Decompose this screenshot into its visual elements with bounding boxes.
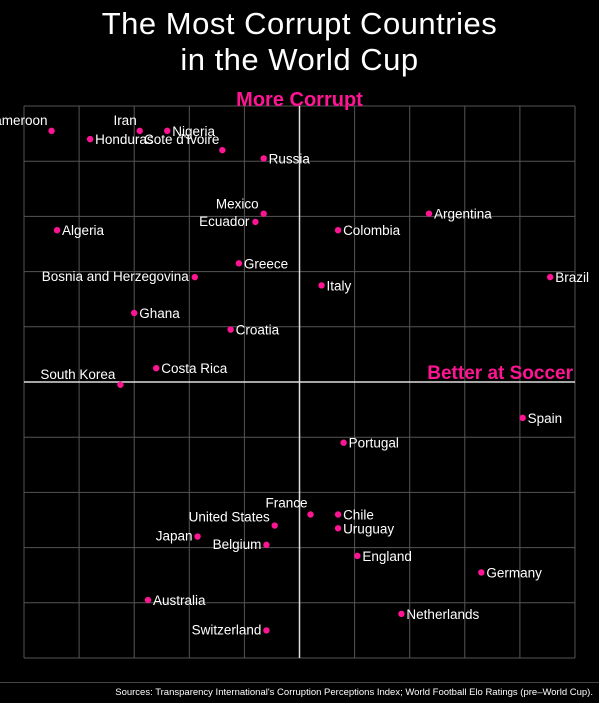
point-label: Russia [269,151,311,166]
data-point [340,439,347,446]
data-point [398,610,405,618]
point-label: Belgium [213,537,262,552]
data-point [260,210,267,217]
point-label: Croatia [236,323,280,338]
point-label: Ecuador [199,214,250,229]
point-label: Uruguay [343,521,394,536]
data-point [260,155,267,162]
point-label: Cote d'Ivoire [144,132,219,147]
point-label: Honduras [95,132,154,147]
data-point [144,596,152,604]
data-point [86,135,94,143]
data-point [263,627,270,634]
data-point [334,227,342,234]
data-point [318,282,325,289]
data-point [153,365,160,372]
data-point [478,569,485,576]
data-point [334,511,342,518]
source-note: Sources: Transparency International's Co… [115,687,593,698]
point-label: Brazil [555,270,589,285]
data-point [263,541,270,549]
data-point [271,522,278,529]
chart-title: The Most Corrupt Countries in the World … [0,6,599,78]
data-point [425,210,433,217]
point-label: Algeria [62,223,105,238]
point-label: England [362,549,412,564]
point-label: Colombia [343,223,401,238]
point-label: France [265,495,307,510]
data-point [191,273,199,281]
point-label: Cameroon [0,113,48,128]
point-label: Greece [244,256,288,271]
data-point [519,414,526,422]
point-label: Japan [156,529,193,544]
data-point [334,525,342,532]
point-label: Mexico [216,197,259,212]
point-label: Argentina [434,207,492,222]
data-point [48,127,55,135]
data-point [354,552,361,560]
point-label: Portugal [349,436,399,451]
x-axis-label: Better at Soccer [427,363,573,384]
footer-divider [0,682,599,683]
data-point [164,127,171,135]
point-label: United States [189,510,270,525]
point-label: Italy [327,278,352,293]
point-label: Bosnia and Herzegovina [42,269,190,284]
point-label: Iran [113,113,136,128]
point-label: Australia [153,593,206,608]
data-point [136,127,143,135]
data-point [307,511,314,518]
data-point [53,227,61,234]
data-point [252,218,259,226]
point-label: Netherlands [406,607,479,622]
point-label: Spain [528,411,563,426]
data-point [131,309,138,317]
data-point [235,260,243,267]
y-axis-label: More Corrupt [236,89,363,111]
point-label: Nigeria [172,124,215,139]
point-label: Chile [343,507,374,522]
data-point [117,381,124,388]
data-point [194,533,201,540]
title-line-1: The Most Corrupt Countries [101,6,498,41]
title-line-2: in the World Cup [180,42,419,77]
point-label: Ghana [139,306,180,321]
data-point [227,326,234,333]
point-label: Germany [486,565,542,580]
point-label: South Korea [40,367,116,382]
point-label: Switzerland [192,622,262,637]
point-label: Costa Rica [161,361,228,376]
data-point [547,273,554,281]
data-point [219,146,226,154]
